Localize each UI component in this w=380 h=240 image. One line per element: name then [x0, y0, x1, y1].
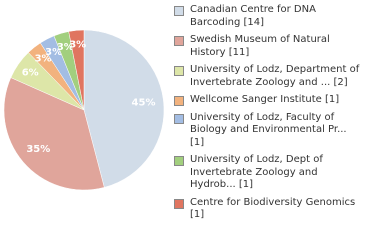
legend-label: Canadian Centre for DNA Barcoding [14] [190, 4, 316, 28]
pie-slice [68, 29, 85, 111]
legend-label: University of Lodz, Department of Invert… [190, 64, 360, 88]
legend-item: Wellcome Sanger Institute [1] [172, 94, 360, 107]
legend-label: Wellcome Sanger Institute [1] [190, 94, 340, 105]
legend-swatch [174, 113, 184, 124]
legend-swatch [174, 6, 184, 16]
legend-label: University of Lodz, Dept of Invertebrate… [190, 154, 323, 190]
legend-item: University of Lodz, Faculty of Biology a… [172, 112, 360, 150]
legend-item: Centre for Biodiversity Genomics [1] [172, 197, 360, 222]
slice-label: 3% [35, 54, 52, 65]
legend: Canadian Centre for DNA Barcoding [14] Sw… [172, 4, 372, 227]
slice-label: 3% [45, 47, 62, 58]
legend-swatch [174, 198, 184, 209]
legend-item: Swedish Museum of Natural History [11] [172, 34, 360, 59]
legend-item: University of Lodz, Department of Invert… [172, 64, 360, 89]
legend-swatch [174, 96, 184, 106]
pie-slice [3, 77, 105, 191]
pie-slice [83, 29, 165, 188]
slice-label: 3% [57, 42, 74, 53]
legend-swatch [174, 36, 184, 46]
slice-label: 3% [69, 40, 86, 51]
legend-item: University of Lodz, Dept of Invertebrate… [172, 154, 360, 192]
slice-label: 6% [22, 67, 39, 78]
legend-label: Centre for Biodiversity Genomics [1] [190, 196, 356, 221]
legend-label: University of Lodz, Faculty of Biology a… [190, 111, 347, 148]
pie: 45%35%6%3%3%3%3% [3, 29, 165, 191]
legend-item: Canadian Centre for DNA Barcoding [14] [172, 4, 360, 29]
legend-swatch [174, 66, 184, 76]
legend-label: Swedish Museum of Natural History [11] [190, 34, 330, 58]
legend-swatch [174, 156, 184, 166]
slice-label: 35% [26, 144, 50, 155]
slice-label: 45% [132, 97, 156, 108]
